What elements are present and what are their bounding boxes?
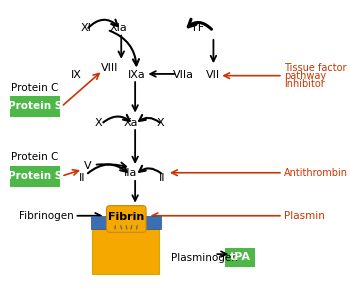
Text: Antithrombin: Antithrombin xyxy=(284,168,348,178)
Text: VIIa: VIIa xyxy=(173,70,194,80)
FancyBboxPatch shape xyxy=(91,216,113,229)
Text: VII: VII xyxy=(206,70,220,80)
Text: Plasminogen: Plasminogen xyxy=(171,253,238,263)
Text: Fibrinogen: Fibrinogen xyxy=(19,211,74,221)
Text: IX: IX xyxy=(71,70,82,80)
FancyBboxPatch shape xyxy=(225,248,255,267)
FancyBboxPatch shape xyxy=(9,166,60,187)
Text: Fibrin: Fibrin xyxy=(108,213,145,223)
Text: pathway: pathway xyxy=(284,71,327,81)
Text: VIII: VIII xyxy=(102,62,119,72)
FancyBboxPatch shape xyxy=(92,226,159,274)
Text: X: X xyxy=(94,118,102,128)
Text: II: II xyxy=(159,173,165,183)
FancyBboxPatch shape xyxy=(9,96,60,117)
Text: V: V xyxy=(84,161,92,171)
Text: XI: XI xyxy=(81,23,92,33)
Text: II: II xyxy=(79,173,85,183)
Text: Xa: Xa xyxy=(124,118,138,128)
Text: IIa: IIa xyxy=(124,168,138,178)
Text: IXa: IXa xyxy=(128,70,146,80)
Text: Protein S: Protein S xyxy=(8,171,62,181)
Text: Protein S: Protein S xyxy=(8,102,62,112)
Text: inhibitor: inhibitor xyxy=(284,79,325,89)
Text: XIa: XIa xyxy=(110,23,128,33)
Text: TF: TF xyxy=(191,23,204,33)
Text: tPA: tPA xyxy=(230,252,251,262)
Text: Tissue factor: Tissue factor xyxy=(284,62,347,72)
FancyBboxPatch shape xyxy=(106,206,146,232)
Text: X: X xyxy=(156,118,164,128)
Text: Protein C: Protein C xyxy=(11,83,58,93)
FancyBboxPatch shape xyxy=(139,216,161,229)
Text: Protein C: Protein C xyxy=(11,152,58,162)
Text: Fibrin: Fibrin xyxy=(110,211,146,221)
Text: Plasmin: Plasmin xyxy=(284,211,325,221)
